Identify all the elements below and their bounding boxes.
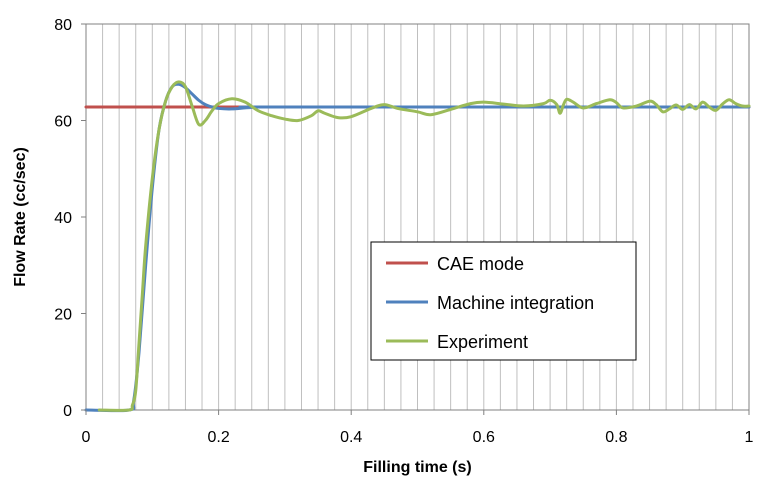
y-tick-label: 20 <box>54 307 72 324</box>
y-tick-label: 0 <box>63 403 72 420</box>
series-line-experiment <box>97 80 751 412</box>
y-tick-label: 40 <box>54 210 72 227</box>
x-tick-label: 1 <box>745 429 754 446</box>
series-lines <box>84 80 751 413</box>
y-tick-label: 80 <box>54 17 72 34</box>
legend-label-machine-integration: Machine integration <box>437 293 594 313</box>
y-axis-ticks: 0 20 40 60 80 <box>54 17 86 420</box>
x-tick-label: 0.2 <box>207 429 229 446</box>
x-tick-label: 0.6 <box>473 429 495 446</box>
legend: CAE mode Machine integration Experiment <box>370 241 637 361</box>
legend-label-experiment: Experiment <box>437 332 528 352</box>
x-tick-label: 0 <box>82 429 91 446</box>
x-axis-title: Filling time (s) <box>363 459 471 476</box>
x-tick-label: 0.4 <box>340 429 362 446</box>
legend-label-cae-mode: CAE mode <box>437 254 524 274</box>
y-tick-label: 60 <box>54 114 72 131</box>
x-tick-label: 0.8 <box>605 429 627 446</box>
y-axis-title: Flow Rate (cc/sec) <box>12 147 29 287</box>
x-axis-ticks: 0 0.2 0.4 0.6 0.8 1 <box>82 410 754 446</box>
